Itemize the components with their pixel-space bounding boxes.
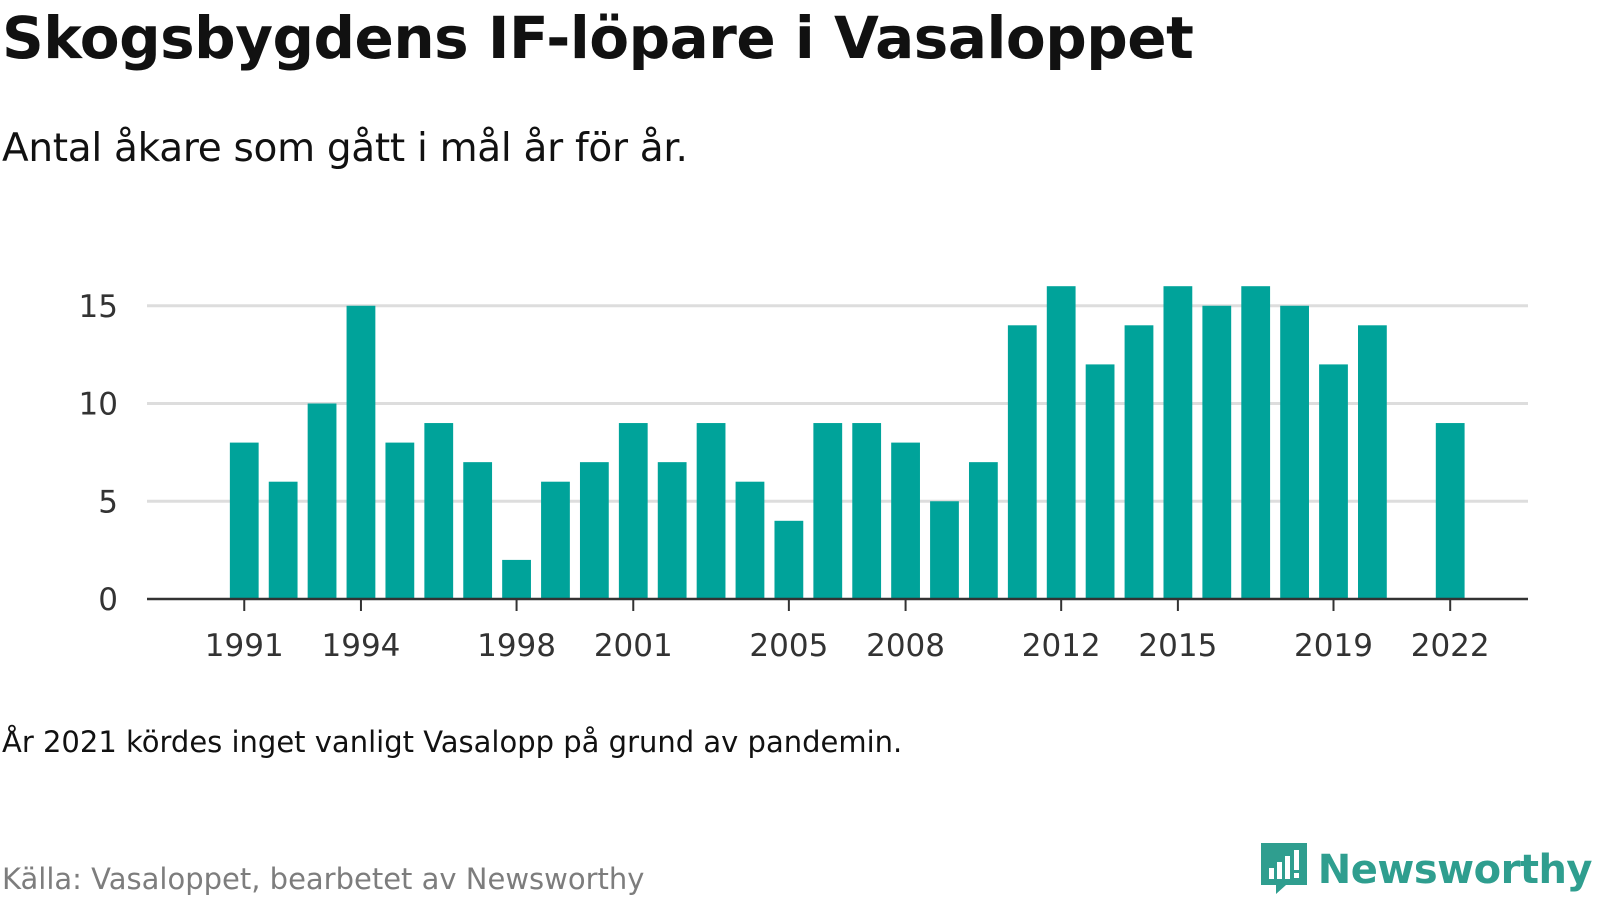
x-tick-label: 2008 xyxy=(866,628,945,664)
bar-2005 xyxy=(774,520,804,599)
bar-2006 xyxy=(813,423,843,599)
bar-2011 xyxy=(1007,325,1037,599)
bar-1995 xyxy=(385,442,415,599)
chart-note: År 2021 kördes inget vanligt Vasalopp på… xyxy=(2,725,903,759)
newsworthy-logo-icon xyxy=(1258,840,1310,900)
x-tick-label: 1991 xyxy=(205,628,284,664)
bar-2000 xyxy=(579,462,609,599)
x-tick-label: 2005 xyxy=(749,628,828,664)
bar-1992 xyxy=(268,481,298,599)
bar-1994 xyxy=(346,305,376,599)
y-tick-label: 15 xyxy=(79,289,118,325)
bar-1999 xyxy=(541,481,570,599)
bar-1996 xyxy=(424,423,454,599)
y-tick-label: 0 xyxy=(98,582,118,618)
bar-2003 xyxy=(696,423,726,599)
bar-1997 xyxy=(463,462,493,599)
x-tick-label: 2015 xyxy=(1138,628,1217,664)
x-tick-label: 1998 xyxy=(477,628,556,664)
bar-2004 xyxy=(735,481,765,599)
bar-2010 xyxy=(968,462,998,599)
x-tick-label: 2022 xyxy=(1411,628,1490,664)
brand-name: Newsworthy xyxy=(1317,847,1593,893)
bar-1991 xyxy=(229,442,259,599)
bar-2017 xyxy=(1241,286,1271,599)
x-tick-label: 2001 xyxy=(594,628,673,664)
bar-2022 xyxy=(1435,423,1465,599)
bar-1993 xyxy=(307,403,337,599)
chart-subtitle: Antal åkare som gått i mål år för år. xyxy=(2,126,688,171)
bar-2009 xyxy=(930,501,959,599)
y-tick-label: 5 xyxy=(98,484,118,520)
bar-1998 xyxy=(502,559,531,599)
x-tick-label: 2012 xyxy=(1022,628,1101,664)
x-tick-label: 2019 xyxy=(1294,628,1373,664)
bar-2002 xyxy=(657,462,687,599)
bar-2015 xyxy=(1163,286,1193,599)
bar-2007 xyxy=(852,423,882,599)
x-axis-ticks: 1991 1994 1998 2001 2005 2008 2012 2015 2019 2022 xyxy=(205,599,1490,664)
bar-2001 xyxy=(618,423,648,599)
bar-2008 xyxy=(891,442,920,599)
bar-2012 xyxy=(1046,286,1076,599)
brand-logo: Newsworthy xyxy=(1258,840,1593,900)
bar-chart: 0 5 10 15 1991 1994 1998 2001 2005 2008 2012 2015 2… xyxy=(79,286,1528,664)
bars xyxy=(229,286,1465,599)
y-axis-ticks: 0 5 10 15 xyxy=(79,289,118,618)
bar-2018 xyxy=(1280,305,1309,599)
bar-2016 xyxy=(1202,305,1232,599)
bar-2013 xyxy=(1085,364,1115,599)
chart-title: Skogsbygdens IF-löpare i Vasaloppet xyxy=(2,4,1194,72)
y-tick-label: 10 xyxy=(79,387,118,423)
bar-2019 xyxy=(1319,364,1348,599)
source-credit: Källa: Vasaloppet, bearbetet av Newswort… xyxy=(2,862,645,896)
x-tick-label: 1994 xyxy=(322,628,401,664)
bar-2014 xyxy=(1124,325,1154,599)
bar-2020 xyxy=(1358,325,1387,599)
